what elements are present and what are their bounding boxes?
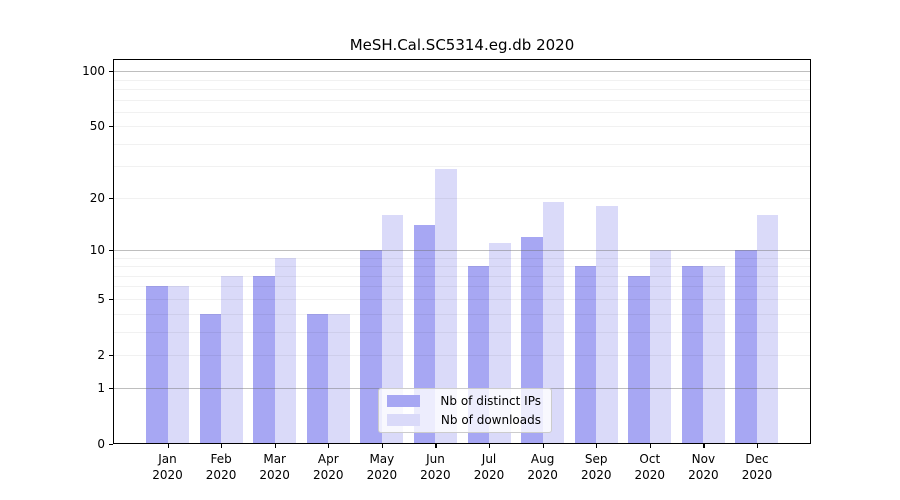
gridline-minor (113, 79, 811, 81)
bar-downloads-sep (596, 205, 618, 444)
y-tick-label: 100 (82, 64, 105, 79)
gridline-minor (113, 331, 811, 333)
bar-downloads-nov (703, 266, 725, 444)
gridline-minor (113, 275, 811, 277)
bar-downloads-may (381, 214, 404, 444)
x-tick-mark (489, 444, 491, 448)
gridline-minor (113, 197, 811, 199)
gridline-minor (113, 99, 811, 101)
x-tick-mark (596, 444, 598, 448)
gridline-minor (113, 354, 811, 356)
gridline-minor (113, 143, 811, 145)
gridline-minor (113, 111, 811, 113)
x-tick-mark (381, 444, 384, 448)
legend-label-downloads: Nb of downloads (440, 413, 541, 427)
gridline-major (113, 250, 811, 251)
x-tick-label: Sep 2020 (580, 451, 612, 482)
y-tick-label: 2 (97, 347, 105, 362)
x-tick-mark (221, 444, 223, 448)
x-tick-label: Jul 2020 (473, 451, 505, 482)
gridline-minor (113, 88, 811, 90)
legend-item-distinct-ips: Nb of distinct IPs (387, 394, 543, 408)
y-tick-label: 10 (89, 243, 105, 257)
bar-ips-may (360, 250, 382, 444)
gridline-minor (113, 313, 811, 315)
bar-downloads-jun (435, 169, 457, 444)
bar-downloads-apr (328, 313, 350, 444)
bar-downloads-mar (274, 257, 297, 444)
x-tick-label: Oct 2020 (634, 451, 666, 482)
y-tick-label: 5 (97, 291, 105, 306)
x-tick-label: Apr 2020 (312, 451, 344, 482)
x-tick-label: Nov 2020 (688, 451, 719, 482)
y-tick-mark (109, 443, 113, 445)
bar-downloads-aug (542, 201, 565, 444)
bar-ips-jan (146, 286, 168, 444)
y-tick-mark (109, 126, 113, 128)
legend-item-downloads: Nb of downloads (387, 413, 543, 427)
x-tick-mark (756, 444, 759, 448)
x-tick-mark (274, 444, 276, 448)
y-tick-label: 20 (89, 190, 105, 205)
y-tick-mark (109, 387, 113, 389)
x-tick-label: Dec 2020 (741, 451, 773, 482)
bar-ips-apr (306, 313, 329, 444)
x-tick-mark (649, 444, 651, 448)
y-tick-mark (109, 197, 113, 200)
y-tick-label: 1 (97, 380, 105, 395)
downloads-swatch-icon (387, 414, 420, 426)
y-tick-label: 0 (97, 436, 105, 451)
gridline-major (113, 71, 811, 73)
y-tick-label: 50 (89, 119, 105, 134)
plot-frame (113, 59, 811, 444)
legend-label-ips: Nb of distinct IPs (440, 394, 541, 408)
x-tick-mark (435, 444, 437, 448)
bar-ips-sep (574, 266, 597, 444)
x-tick-label: Aug 2020 (527, 451, 558, 482)
x-tick-label: May 2020 (366, 451, 398, 482)
x-tick-mark (328, 444, 330, 448)
legend: Nb of distinct IPs Nb of downloads (378, 388, 552, 433)
y-tick-mark (109, 354, 113, 357)
gridline-minor (113, 166, 811, 168)
bar-ips-oct (628, 275, 650, 444)
gridline-minor (113, 126, 811, 128)
bar-ips-nov (681, 266, 704, 444)
bar-downloads-jan (167, 286, 189, 444)
x-tick-mark (703, 444, 705, 448)
bar-ips-mar (253, 275, 275, 444)
gridline-minor (113, 286, 811, 288)
bar-downloads-dec (756, 214, 779, 444)
x-tick-mark (542, 444, 544, 448)
x-tick-label: Mar 2020 (259, 451, 290, 482)
bar-downloads-oct (649, 250, 672, 444)
gridline-minor (113, 257, 811, 259)
bar-ips-feb (199, 313, 222, 444)
y-tick-mark (109, 250, 113, 252)
gridline-minor (113, 298, 811, 300)
chart-title: MeSH.Cal.SC5314.eg.db 2020 (349, 36, 575, 54)
ips-swatch-icon (387, 395, 420, 407)
x-tick-label: Feb 2020 (205, 451, 237, 482)
x-tick-label: Jun 2020 (420, 451, 451, 482)
bar-ips-dec (735, 250, 757, 444)
y-tick-mark (109, 71, 113, 73)
x-tick-mark (167, 444, 169, 448)
y-tick-mark (109, 298, 113, 301)
x-tick-label: Jan 2020 (152, 451, 183, 482)
bar-downloads-feb (221, 275, 243, 444)
gridline-minor (113, 266, 811, 268)
